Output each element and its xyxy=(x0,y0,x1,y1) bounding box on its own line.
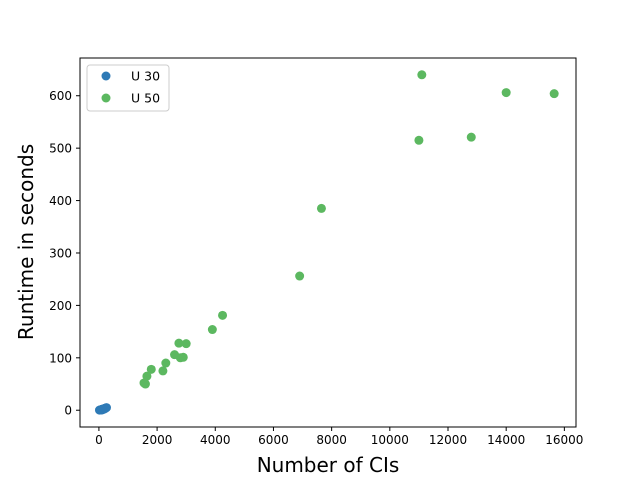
y-tick-label-2: 200 xyxy=(49,299,72,313)
y-tick-label-3: 300 xyxy=(49,246,72,260)
x-tick-label-0: 0 xyxy=(95,433,103,447)
x-tick-label-7: 14000 xyxy=(487,433,525,447)
legend-label-u50: U 50 xyxy=(131,91,160,106)
legend-marker-u50 xyxy=(101,93,111,103)
point-series-1-1 xyxy=(140,379,150,389)
point-series-1-18 xyxy=(501,88,511,98)
x-tick-label-5: 10000 xyxy=(371,433,409,447)
point-series-1-9 xyxy=(178,352,188,362)
y-tick-label-0: 0 xyxy=(64,404,72,418)
point-series-1-2 xyxy=(142,371,152,381)
point-series-1-17 xyxy=(466,132,476,142)
y-axis-ticks: 0 100 200 300 400 500 600 xyxy=(49,89,80,418)
y-tick-label-5: 500 xyxy=(49,142,72,156)
legend: U 30 U 50 xyxy=(86,64,170,112)
x-tick-label-3: 6000 xyxy=(258,433,289,447)
y-tick-label-4: 400 xyxy=(49,194,72,208)
y-tick-label-1: 100 xyxy=(49,351,72,365)
point-series-1-11 xyxy=(207,325,217,335)
legend-marker-u30 xyxy=(101,71,111,81)
data-points xyxy=(94,70,559,415)
point-series-1-10 xyxy=(181,339,191,349)
point-series-1-13 xyxy=(295,271,305,281)
point-series-0-17 xyxy=(99,404,109,414)
point-series-1-5 xyxy=(161,358,171,368)
x-tick-label-1: 2000 xyxy=(142,433,173,447)
x-axis-title: Number of CIs xyxy=(257,453,400,477)
point-series-1-14 xyxy=(316,203,326,213)
x-tick-label-6: 12000 xyxy=(429,433,467,447)
x-tick-label-8: 16000 xyxy=(545,433,583,447)
y-axis-title: Runtime in seconds xyxy=(14,144,38,340)
x-tick-label-4: 8000 xyxy=(316,433,347,447)
point-series-1-12 xyxy=(218,310,228,320)
point-series-1-19 xyxy=(549,89,559,99)
plot-frame xyxy=(79,57,577,428)
point-series-1-16 xyxy=(417,70,427,80)
point-series-1-15 xyxy=(414,135,424,145)
point-series-1-7 xyxy=(174,338,184,348)
point-series-1-3 xyxy=(146,364,156,374)
x-tick-label-2: 4000 xyxy=(200,433,231,447)
legend-label-u30: U 30 xyxy=(131,69,160,84)
point-series-1-4 xyxy=(158,366,168,376)
x-axis-ticks: 0 2000 4000 6000 8000 10000 12000 14000 16000 xyxy=(95,427,583,447)
y-tick-label-6: 600 xyxy=(49,89,72,103)
